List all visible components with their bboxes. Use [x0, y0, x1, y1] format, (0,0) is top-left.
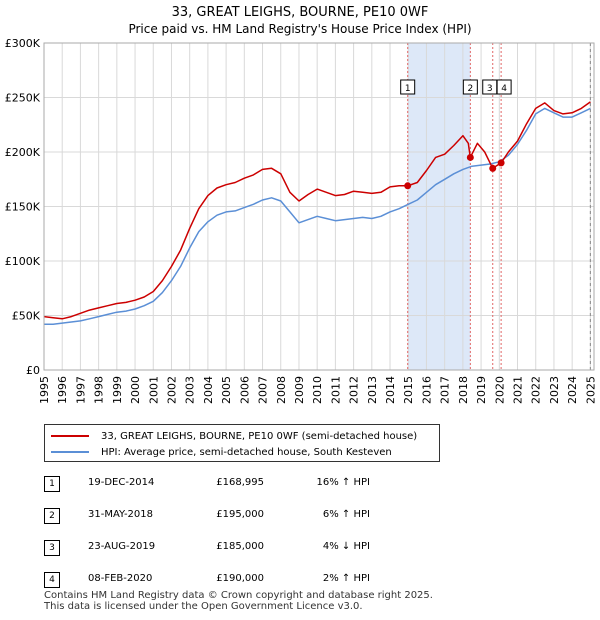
transaction-number-box	[462, 79, 478, 95]
table-row: 2 31-MAY-2018 £195,000 6% ↑ HPI	[44, 506, 404, 526]
table-row: 4 08-FEB-2020 £190,000 2% ↑ HPI	[44, 570, 404, 590]
transaction-price: £168,995	[216, 477, 264, 488]
x-tick-label: 1999	[111, 376, 124, 404]
transaction-number-box	[400, 79, 416, 95]
x-tick-label: 2004	[202, 376, 215, 404]
x-tick-label: 2020	[493, 376, 506, 404]
x-tick-label: 2015	[402, 376, 415, 404]
transaction-price: £195,000	[216, 509, 264, 520]
legend-label-property: 33, GREAT LEIGHS, BOURNE, PE10 0WF (semi…	[101, 430, 418, 442]
x-tick-label: 2003	[184, 376, 197, 404]
x-tick-label: 2014	[384, 376, 397, 404]
transaction-number-box	[496, 79, 512, 95]
legend-label-hpi: HPI: Average price, semi-detached house,…	[101, 446, 392, 458]
x-tick-label: 2000	[129, 376, 142, 404]
footer-license: This data is licensed under the Open Gov…	[44, 601, 363, 612]
x-tick-label: 2012	[348, 376, 361, 404]
y-tick-label: £250K	[5, 92, 41, 105]
table-row: 3 23-AUG-2019 £185,000 4% ↓ HPI	[44, 538, 404, 558]
footer-copyright: Contains HM Land Registry data © Crown c…	[44, 590, 433, 601]
transaction-point	[489, 164, 497, 172]
chart-subtitle: Price paid vs. HM Land Registry's House …	[128, 22, 472, 36]
transaction-date: 23-AUG-2019	[88, 541, 156, 552]
y-tick-label: £100K	[5, 255, 41, 268]
x-tick-label: 2011	[329, 376, 342, 404]
transaction-badge: 4	[44, 572, 60, 588]
y-tick-label: £300K	[5, 37, 41, 50]
x-tick-label: 2022	[530, 376, 543, 404]
x-tick-label: 2021	[512, 376, 525, 404]
x-tick-label: 1997	[74, 376, 87, 404]
y-tick-label: £150K	[5, 201, 41, 214]
transaction-number-label: 2	[467, 84, 473, 94]
x-tick-label: 2005	[220, 376, 233, 404]
table-row: 1 19-DEC-2014 £168,995 16% ↑ HPI	[44, 474, 404, 494]
transaction-date: 19-DEC-2014	[88, 477, 155, 488]
price-chart: £0 £50K £100K £150K £200K £250K £300K 1995 1996 1…	[5, 37, 598, 404]
transaction-point	[497, 159, 505, 167]
x-tick-label: 2002	[165, 376, 178, 404]
x-tick-label: 2018	[457, 376, 470, 404]
x-tick-label: 2007	[257, 376, 270, 404]
x-tick-label: 2008	[275, 376, 288, 404]
x-tick-label: 2025	[584, 376, 597, 404]
x-tick-label: 2009	[293, 376, 306, 404]
transaction-date: 08-FEB-2020	[88, 573, 153, 584]
y-tick-label: £200K	[5, 146, 41, 159]
y-tick-label: £0	[26, 364, 40, 377]
x-tick-label: 2023	[548, 376, 561, 404]
x-tick-label: 1998	[93, 376, 106, 404]
transaction-number-label: 4	[501, 84, 507, 94]
legend-item-property: 33, GREAT LEIGHS, BOURNE, PE10 0WF (semi…	[51, 429, 417, 443]
x-tick-label: 2013	[366, 376, 379, 404]
transaction-point	[466, 153, 474, 161]
x-tick-label: 1996	[56, 376, 69, 404]
transaction-badge: 1	[44, 476, 60, 492]
x-tick-label: 2001	[147, 376, 160, 404]
transaction-point	[404, 182, 412, 190]
x-tick-label: 2024	[566, 376, 579, 404]
transaction-badge: 2	[44, 508, 60, 524]
x-tick-label: 2017	[439, 376, 452, 404]
transaction-badge: 3	[44, 540, 60, 556]
transaction-hpi-diff: 2% ↑ HPI	[322, 573, 370, 584]
legend: 33, GREAT LEIGHS, BOURNE, PE10 0WF (semi…	[44, 424, 440, 462]
transaction-hpi-diff: 6% ↑ HPI	[322, 509, 370, 520]
plot-frame	[43, 42, 595, 371]
footer: Contains HM Land Registry data © Crown c…	[44, 590, 433, 612]
legend-swatch-property	[51, 435, 89, 437]
legend-item-hpi: HPI: Average price, semi-detached house,…	[51, 445, 392, 459]
y-tick-label: £50K	[12, 310, 41, 323]
transaction-number-label: 3	[487, 84, 493, 94]
transaction-hpi-diff: 4% ↓ HPI	[322, 541, 370, 552]
transaction-price: £190,000	[216, 573, 264, 584]
transaction-price: £185,000	[216, 541, 264, 552]
x-tick-label: 2016	[420, 376, 433, 404]
transaction-date: 31-MAY-2018	[88, 509, 154, 520]
x-tick-label: 2010	[311, 376, 324, 404]
transaction-number-label: 1	[405, 84, 411, 94]
x-tick-label: 2019	[475, 376, 488, 404]
legend-swatch-hpi	[51, 451, 89, 453]
transaction-hpi-diff: 16% ↑ HPI	[316, 477, 370, 488]
x-tick-label: 1995	[38, 376, 51, 404]
x-tick-label: 2006	[238, 376, 251, 404]
chart-title: 33, GREAT LEIGHS, BOURNE, PE10 0WF	[171, 5, 429, 20]
